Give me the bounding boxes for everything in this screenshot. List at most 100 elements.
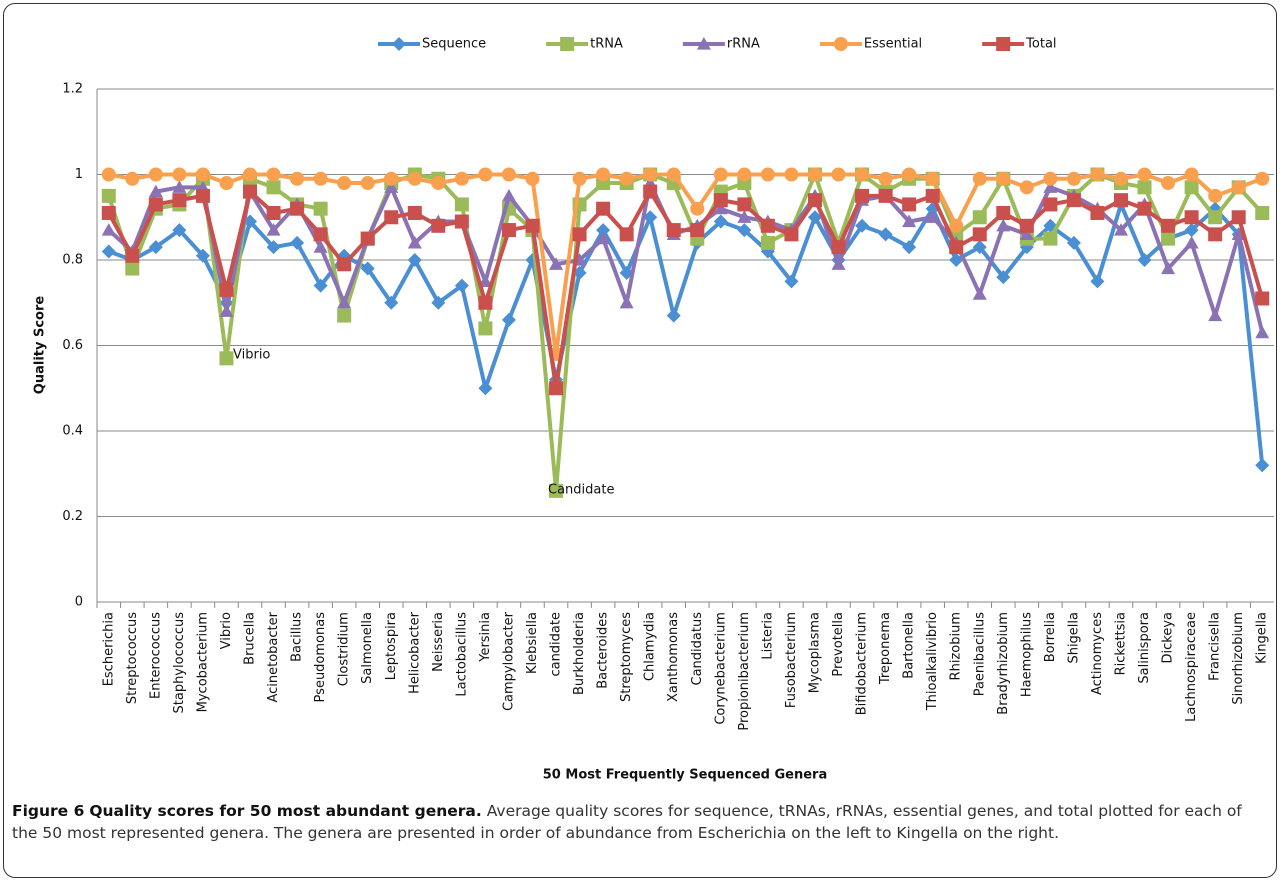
marker xyxy=(1184,223,1199,238)
marker xyxy=(478,167,493,182)
marker xyxy=(643,167,658,182)
marker xyxy=(1231,210,1246,225)
marker xyxy=(666,167,681,182)
marker xyxy=(148,240,163,255)
marker xyxy=(1208,210,1223,225)
marker xyxy=(713,214,728,229)
marker xyxy=(219,282,234,297)
marker xyxy=(101,244,116,259)
x-tick-label: Yersinia xyxy=(478,612,493,663)
series xyxy=(101,184,1270,396)
marker xyxy=(454,214,469,229)
marker xyxy=(996,270,1011,285)
x-tick-label: Bifidobacterium xyxy=(855,612,870,715)
marker xyxy=(1137,180,1152,195)
marker xyxy=(972,287,987,300)
marker xyxy=(290,235,305,250)
marker xyxy=(666,223,681,238)
marker xyxy=(737,223,752,238)
marker xyxy=(1090,167,1105,182)
x-tick-label: Streptomyces xyxy=(619,612,634,702)
marker xyxy=(549,381,564,396)
y-tick-label: 0.6 xyxy=(62,338,83,353)
marker xyxy=(996,37,1011,51)
marker xyxy=(996,218,1011,232)
marker xyxy=(996,171,1011,186)
marker xyxy=(125,248,140,263)
marker xyxy=(101,223,116,236)
marker xyxy=(690,201,705,216)
x-tick-label: Pseudomonas xyxy=(313,612,328,703)
figure-frame xyxy=(3,3,1277,878)
marker xyxy=(949,240,964,255)
marker xyxy=(1090,205,1105,220)
x-tick-label: Borrelia xyxy=(1043,612,1058,662)
marker xyxy=(313,240,328,253)
marker xyxy=(454,197,469,212)
marker xyxy=(384,210,399,225)
marker xyxy=(760,218,775,233)
marker xyxy=(172,180,187,193)
series-line xyxy=(108,202,1265,466)
marker xyxy=(713,167,728,182)
marker xyxy=(1066,193,1081,208)
x-tick-label: Streptococcus xyxy=(125,612,140,704)
marker xyxy=(1043,180,1058,193)
marker xyxy=(1231,227,1246,240)
marker xyxy=(1184,235,1199,249)
x-tick-label: Chlamydia xyxy=(643,612,658,681)
marker xyxy=(619,227,634,242)
x-tick-label: Dickeya xyxy=(1161,612,1176,664)
series xyxy=(101,167,1270,362)
marker xyxy=(549,483,564,498)
marker xyxy=(878,171,893,186)
x-tick-label: Brucella xyxy=(243,612,258,665)
marker xyxy=(195,188,210,203)
x-tick-label: Rhizobium xyxy=(949,612,964,680)
marker xyxy=(195,167,210,182)
marker xyxy=(148,197,163,212)
marker xyxy=(1161,218,1176,233)
marker xyxy=(219,351,234,366)
marker xyxy=(925,171,940,186)
chart: Quality Score 50 Most Frequently Sequenc… xyxy=(33,37,1274,783)
marker xyxy=(101,188,116,203)
marker xyxy=(172,193,187,208)
x-tick-label: candidate xyxy=(549,612,564,677)
x-tick-label: Enterococcus xyxy=(148,612,163,699)
marker xyxy=(560,37,575,51)
marker xyxy=(643,184,658,199)
legend-label: Total xyxy=(1025,37,1056,52)
marker xyxy=(313,171,328,186)
x-tick-label: Vibrio xyxy=(219,612,234,649)
marker xyxy=(737,197,752,212)
legend-label: tRNA xyxy=(590,37,623,52)
marker xyxy=(1019,180,1034,195)
marker xyxy=(1137,201,1152,216)
marker xyxy=(1113,193,1128,208)
x-tick-label: Francisella xyxy=(1208,612,1223,681)
y-tick-label: 1.2 xyxy=(62,82,83,97)
marker xyxy=(949,253,964,267)
marker xyxy=(996,205,1011,220)
marker xyxy=(431,295,446,310)
marker xyxy=(1019,227,1034,240)
marker xyxy=(737,210,752,223)
y-axis-title: Quality Score xyxy=(33,296,48,395)
marker xyxy=(972,210,987,225)
marker xyxy=(902,197,917,212)
marker xyxy=(313,278,328,293)
marker xyxy=(902,240,917,255)
marker xyxy=(925,210,940,223)
marker xyxy=(501,188,516,202)
marker xyxy=(737,167,752,182)
marker xyxy=(266,180,281,195)
x-tick-label: Campylobacter xyxy=(501,611,516,711)
marker xyxy=(290,171,305,186)
marker xyxy=(407,235,422,249)
caption-label: Figure 6 xyxy=(12,802,85,820)
marker xyxy=(1161,176,1176,191)
x-tick-label: Leptospira xyxy=(384,612,399,680)
marker xyxy=(360,261,375,276)
x-tick-label: Salinispora xyxy=(1137,612,1152,684)
